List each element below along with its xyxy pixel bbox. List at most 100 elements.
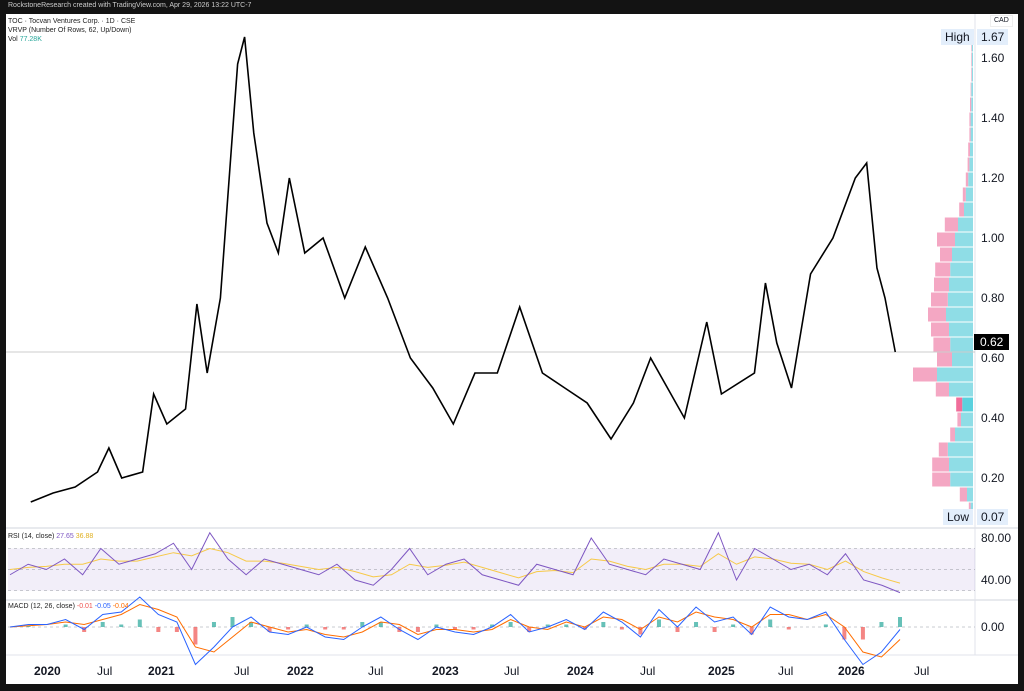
macd-histogram-bar: [508, 622, 513, 627]
volume-profile-up-bar: [955, 232, 973, 247]
volume-profile-down-bar: [932, 472, 951, 487]
macd-histogram-bar: [26, 625, 31, 627]
volume-profile-up-bar: [967, 487, 973, 502]
macd-histogram-bar: [694, 622, 699, 627]
time-tick: 2020: [34, 664, 61, 678]
macd-histogram-bar: [434, 624, 439, 627]
macd-histogram-bar: [63, 624, 68, 627]
macd-histogram-bar: [156, 627, 161, 632]
time-tick: Jul: [914, 664, 930, 678]
macd-legend[interactable]: MACD (12, 26, close) -0.01 -0.05 -0.04: [8, 603, 129, 611]
volume-profile-down-bar: [970, 82, 972, 97]
macd-histogram-bar: [286, 627, 291, 630]
time-tick: 2024: [567, 664, 594, 678]
time-tick: 2023: [432, 664, 459, 678]
currency-label[interactable]: CAD: [990, 15, 1013, 27]
price-tick: 1.60: [981, 51, 1005, 65]
volume-profile-up-bar: [971, 82, 973, 97]
macd-histogram-bar: [638, 627, 643, 635]
volume-profile-up-bar: [962, 397, 973, 412]
volume-profile-down-bar: [959, 487, 967, 502]
macd-hist-value: -0.04: [112, 603, 129, 610]
macd-histogram-bar: [749, 627, 754, 635]
macd-value: -0.01: [76, 603, 93, 610]
price-tick: 0.20: [981, 471, 1005, 485]
volume-profile-down-bar: [950, 427, 955, 442]
volume-profile-down-bar: [967, 157, 970, 172]
macd-tick: 0.00: [981, 620, 1005, 634]
volume-profile-down-bar: [935, 382, 949, 397]
macd-signal-value: -0.05: [94, 603, 111, 610]
macd-histogram-bar: [137, 619, 142, 627]
macd-histogram-bar: [119, 624, 124, 627]
macd-histogram-bar: [360, 622, 365, 627]
volume-profile-up-bar: [949, 322, 973, 337]
last-price-label: 0.62: [974, 334, 1010, 350]
macd-histogram-bar: [490, 624, 495, 627]
chart-frame[interactable]: [6, 14, 1018, 684]
high-label: High: [941, 29, 974, 45]
volume-profile-up-bar: [969, 157, 973, 172]
time-tick: Jul: [504, 664, 520, 678]
volume-profile-down-bar: [956, 397, 963, 412]
macd-histogram-bar: [712, 627, 717, 632]
volume-profile-down-bar: [913, 367, 937, 382]
macd-histogram-bar: [582, 627, 587, 630]
volume-profile-up-bar: [950, 262, 973, 277]
price-tick: 1.40: [981, 111, 1005, 125]
time-tick: Jul: [234, 664, 250, 678]
macd-histogram-bar: [211, 622, 216, 627]
volume-profile-up-bar: [952, 247, 973, 262]
symbol-legend[interactable]: TOC · Tocvan Ventures Corp. · 1D · CSE: [8, 18, 136, 25]
vrvp-legend[interactable]: VRVP (Number Of Rows, 62, Up/Down): [8, 27, 132, 34]
macd-histogram-bar: [879, 622, 884, 627]
time-tick: Jul: [778, 664, 794, 678]
macd-histogram-bar: [341, 627, 346, 630]
volume-profile-up-bar: [964, 202, 973, 217]
volume-profile-down-bar: [932, 457, 949, 472]
high-value: 1.67: [977, 29, 1009, 45]
volume-profile-up-bar: [970, 112, 973, 127]
volume-profile-up-bar: [947, 442, 973, 457]
price-tick: 0.40: [981, 411, 1005, 425]
volume-profile-up-bar: [946, 307, 973, 322]
volume-profile-down-bar: [957, 412, 961, 427]
volume-profile-down-bar: [969, 127, 971, 142]
volume-profile-up-bar: [949, 277, 973, 292]
price-tick: 1.00: [981, 231, 1005, 245]
volume-profile-down-bar: [940, 247, 952, 262]
vol-value: 77.28K: [19, 36, 42, 43]
time-tick: Jul: [640, 664, 656, 678]
rsi-legend[interactable]: RSI (14, close) 27.65 36.88: [8, 533, 93, 541]
volume-profile-down-bar: [965, 172, 969, 187]
volume-profile-up-bar: [949, 382, 973, 397]
macd-histogram-bar: [786, 627, 791, 630]
price-tick: 0.80: [981, 291, 1005, 305]
rsi-line: [9, 531, 901, 594]
macd-label: MACD (12, 26, close): [8, 603, 75, 610]
macd-histogram-bar: [842, 627, 847, 640]
macd-histogram-bar: [545, 624, 550, 627]
rsi-ma-line: [9, 547, 901, 584]
macd-histogram-bar: [601, 622, 606, 627]
vol-label: Vol: [8, 36, 18, 43]
volume-profile-down-bar: [969, 112, 971, 127]
volume-profile-down-bar: [935, 262, 951, 277]
time-tick: 2021: [148, 664, 175, 678]
macd-histogram-bar: [267, 627, 272, 632]
macd-histogram-bar: [564, 624, 569, 627]
volume-profile-up-bar: [970, 142, 973, 157]
volume-profile-down-bar: [944, 217, 958, 232]
volume-profile-down-bar: [971, 52, 972, 67]
macd-histogram-bar: [323, 627, 328, 630]
rsi-tick: 40.00: [981, 573, 1012, 587]
volume-profile-up-bar: [961, 412, 973, 427]
volume-legend[interactable]: Vol 77.28K: [8, 36, 42, 44]
rsi-value: 27.65: [56, 533, 74, 540]
volume-profile-up-bar: [971, 67, 973, 82]
macd-histogram-bar: [100, 622, 105, 627]
volume-profile-up-bar: [949, 457, 973, 472]
macd-histogram-bar: [453, 627, 457, 630]
volume-profile-down-bar: [931, 292, 948, 307]
